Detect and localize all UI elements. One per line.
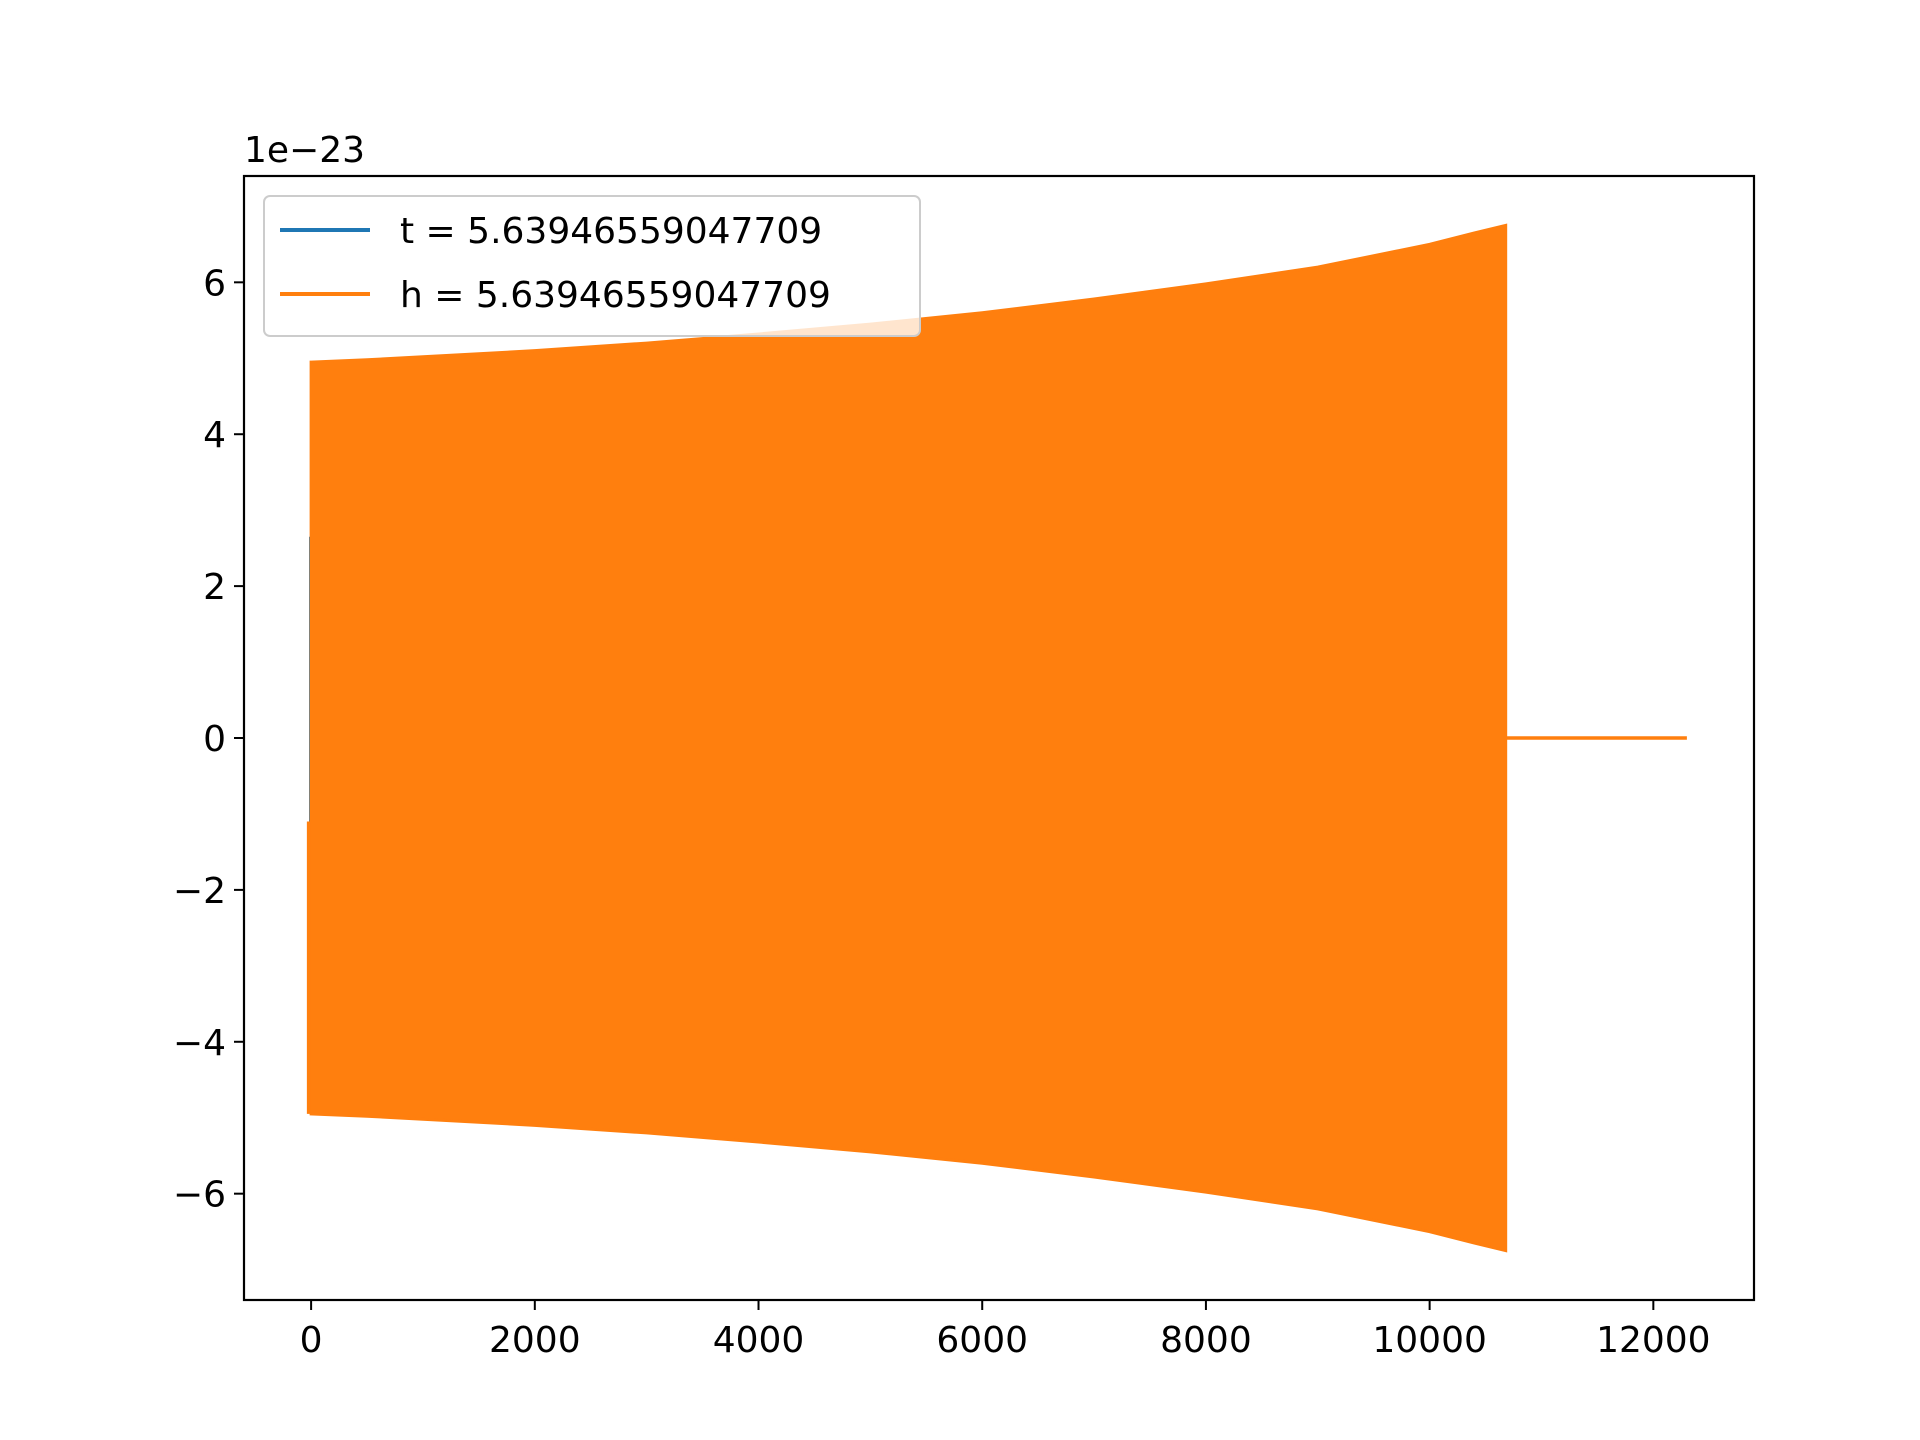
y-tick-label: −6 [173, 1175, 226, 1216]
y-offset-label: 1e−23 [244, 130, 365, 171]
x-axis: 0 2000 4000 6000 8000 10000 12000 [300, 1300, 1711, 1361]
x-tick-label: 4000 [713, 1320, 805, 1361]
y-tick-label: 6 [203, 263, 226, 304]
y-axis: −6 −4 −2 0 2 4 6 [173, 263, 244, 1216]
y-tick-label: −4 [173, 1023, 226, 1064]
y-tick-label: 2 [203, 567, 226, 608]
x-tick-label: 8000 [1160, 1320, 1252, 1361]
plot-area [306, 223, 1687, 1253]
legend-box [263, 195, 921, 337]
x-tick-label: 6000 [936, 1320, 1028, 1361]
x-tick-label: 12000 [1596, 1320, 1711, 1361]
y-tick-label: 4 [203, 415, 226, 456]
x-tick-label: 0 [300, 1320, 323, 1361]
legend: t = 5.63946559047709 h = 5.63946559047709 [263, 195, 921, 337]
y-tick-label: 0 [203, 719, 226, 760]
legend-label: t = 5.63946559047709 [400, 211, 822, 252]
legend-label: h = 5.63946559047709 [400, 275, 831, 316]
x-tick-label: 10000 [1372, 1320, 1487, 1361]
y-tick-label: −2 [173, 871, 226, 912]
series-h-envelope [309, 223, 1508, 1253]
x-tick-label: 2000 [489, 1320, 581, 1361]
series-group [306, 223, 1687, 1253]
